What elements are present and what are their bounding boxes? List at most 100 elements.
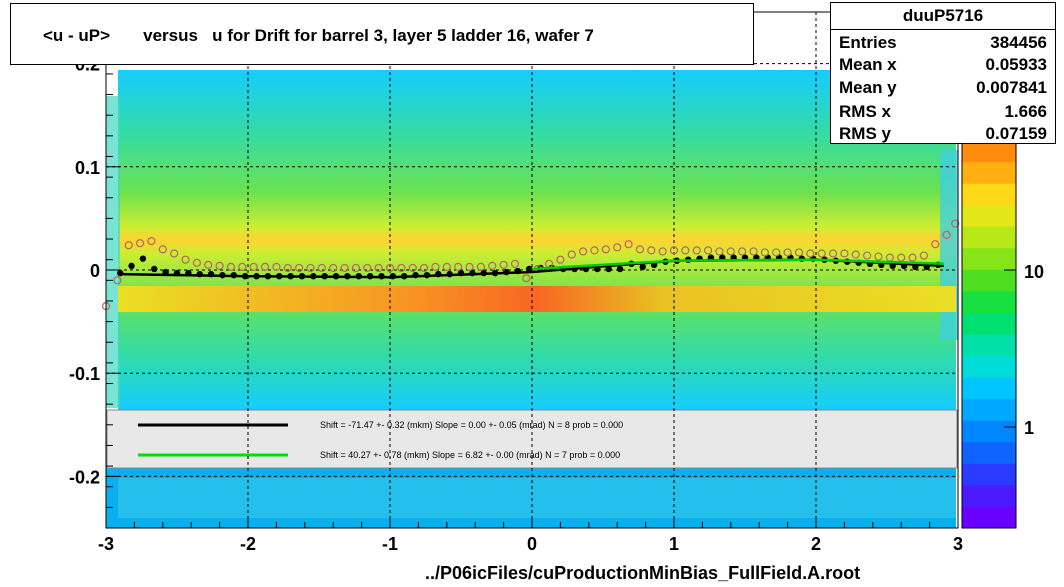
colorbar-swatch xyxy=(962,140,1016,163)
profile-filled-point xyxy=(616,265,624,273)
profile-open-point xyxy=(317,263,326,273)
profile-open-point xyxy=(351,263,361,273)
profile-open-point xyxy=(226,262,236,272)
profile-filled-point xyxy=(639,263,646,271)
profile-open-point xyxy=(135,239,145,248)
profile-open-point xyxy=(794,248,804,257)
colorbar-swatch xyxy=(962,334,1016,357)
profile-open-point xyxy=(951,219,960,228)
profile-open-point xyxy=(113,276,122,285)
colorbar-label-10: 10 xyxy=(1024,262,1044,282)
profile-open-point xyxy=(760,248,769,257)
profile-open-point xyxy=(181,255,190,264)
profile-open-point xyxy=(919,251,929,260)
profile-open-point xyxy=(897,253,906,262)
profile-open-point xyxy=(613,243,622,252)
profile-open-point xyxy=(522,274,531,283)
profile-open-point xyxy=(635,245,645,254)
profile-open-point xyxy=(874,252,883,261)
profile-open-point xyxy=(624,240,633,249)
profile-open-point xyxy=(931,240,940,249)
profile-open-point xyxy=(465,262,474,272)
fit-line xyxy=(531,258,944,271)
colorbar-swatch xyxy=(962,484,1016,507)
profile-open-point xyxy=(590,246,599,255)
profile-open-point xyxy=(658,247,667,256)
colorbar-swatch xyxy=(962,161,1016,184)
profile-open-point xyxy=(170,249,179,258)
profile-open-point xyxy=(942,230,951,240)
profile-open-point xyxy=(828,249,838,258)
profile-open-point xyxy=(238,262,247,272)
profile-open-point xyxy=(749,247,758,256)
profile-open-point xyxy=(397,263,406,273)
x-tick-label: -1 xyxy=(382,534,398,554)
profile-open-point xyxy=(306,263,315,273)
profile-open-point xyxy=(556,255,565,264)
profile-filled-point xyxy=(139,255,147,262)
profile-open-point xyxy=(806,249,815,258)
footer-file-path: ../P06icFiles/cuProductionMinBias_FullFi… xyxy=(425,563,861,583)
legend-fit-black: Shift = -71.47 +- 0.32 (mkm) Slope = 0.0… xyxy=(320,420,623,430)
profile-open-point xyxy=(147,237,156,246)
profile-open-point xyxy=(215,261,224,270)
profile-filled-point xyxy=(525,265,533,273)
profile-open-point xyxy=(851,250,860,259)
colorbar xyxy=(961,139,1017,529)
profile-open-point xyxy=(340,263,349,273)
profile-open-point xyxy=(647,246,656,255)
profile-open-point xyxy=(431,262,440,272)
profile-open-point xyxy=(192,258,201,267)
x-tick-label: 0 xyxy=(527,534,537,554)
chart-title: <u - uP> versus u for Drift for barrel 3… xyxy=(43,26,594,45)
colorbar-swatch xyxy=(962,441,1016,464)
profile-open-point xyxy=(204,260,213,269)
profile-open-point xyxy=(669,246,679,255)
profile-open-point xyxy=(783,248,792,257)
profile-open-point xyxy=(840,249,849,258)
colorbar-swatch xyxy=(962,183,1016,206)
colorbar-label-1: 1 xyxy=(1024,418,1034,438)
profile-open-point xyxy=(772,248,781,257)
profile-open-point xyxy=(124,241,133,250)
profile-open-point xyxy=(158,245,167,254)
profile-filled-point xyxy=(605,265,612,273)
x-tick-label: -2 xyxy=(240,534,256,554)
profile-open-point xyxy=(703,246,713,255)
profile-filled-point xyxy=(128,262,135,270)
stats-box: duuP5716 Entries 384456 Mean x 0.05933 Mea… xyxy=(830,2,1056,144)
colorbar-swatch xyxy=(962,506,1016,529)
profile-open-point xyxy=(442,262,451,272)
profile-open-point xyxy=(817,249,826,258)
profile-open-point xyxy=(681,246,690,255)
profile-open-point xyxy=(295,263,304,273)
profile-open-point xyxy=(385,263,395,273)
profile-open-point xyxy=(488,261,497,270)
colorbar-swatch xyxy=(962,226,1016,249)
profile-open-point xyxy=(454,262,463,272)
colorbar-swatch xyxy=(962,355,1016,378)
title-box: <u - uP> versus u for Drift for barrel 3… xyxy=(10,3,754,65)
x-tick-label: -3 xyxy=(98,534,114,554)
colorbar-swatch xyxy=(962,398,1016,421)
legend-fit-green: Shift = 40.27 +- 0.78 (mkm) Slope = 6.82… xyxy=(320,450,620,460)
profile-open-point xyxy=(692,246,701,255)
profile-open-point xyxy=(715,247,724,256)
profile-open-point xyxy=(476,262,485,272)
colorbar-swatch xyxy=(962,204,1016,227)
profile-open-point xyxy=(567,250,576,259)
profile-open-point xyxy=(408,263,417,273)
profile-open-point xyxy=(374,263,383,273)
y-tick-label: 0 xyxy=(90,261,100,281)
x-tick-label: 1 xyxy=(669,534,679,554)
profile-open-point xyxy=(726,247,735,256)
profile-open-point xyxy=(329,263,338,273)
profile-open-point xyxy=(738,247,747,256)
x-tick-label: 3 xyxy=(953,534,963,554)
colorbar-swatch xyxy=(962,290,1016,313)
colorbar-swatch xyxy=(962,377,1016,400)
profile-open-point xyxy=(510,259,520,268)
profile-open-point xyxy=(272,262,281,272)
colorbar-swatch xyxy=(962,247,1016,270)
